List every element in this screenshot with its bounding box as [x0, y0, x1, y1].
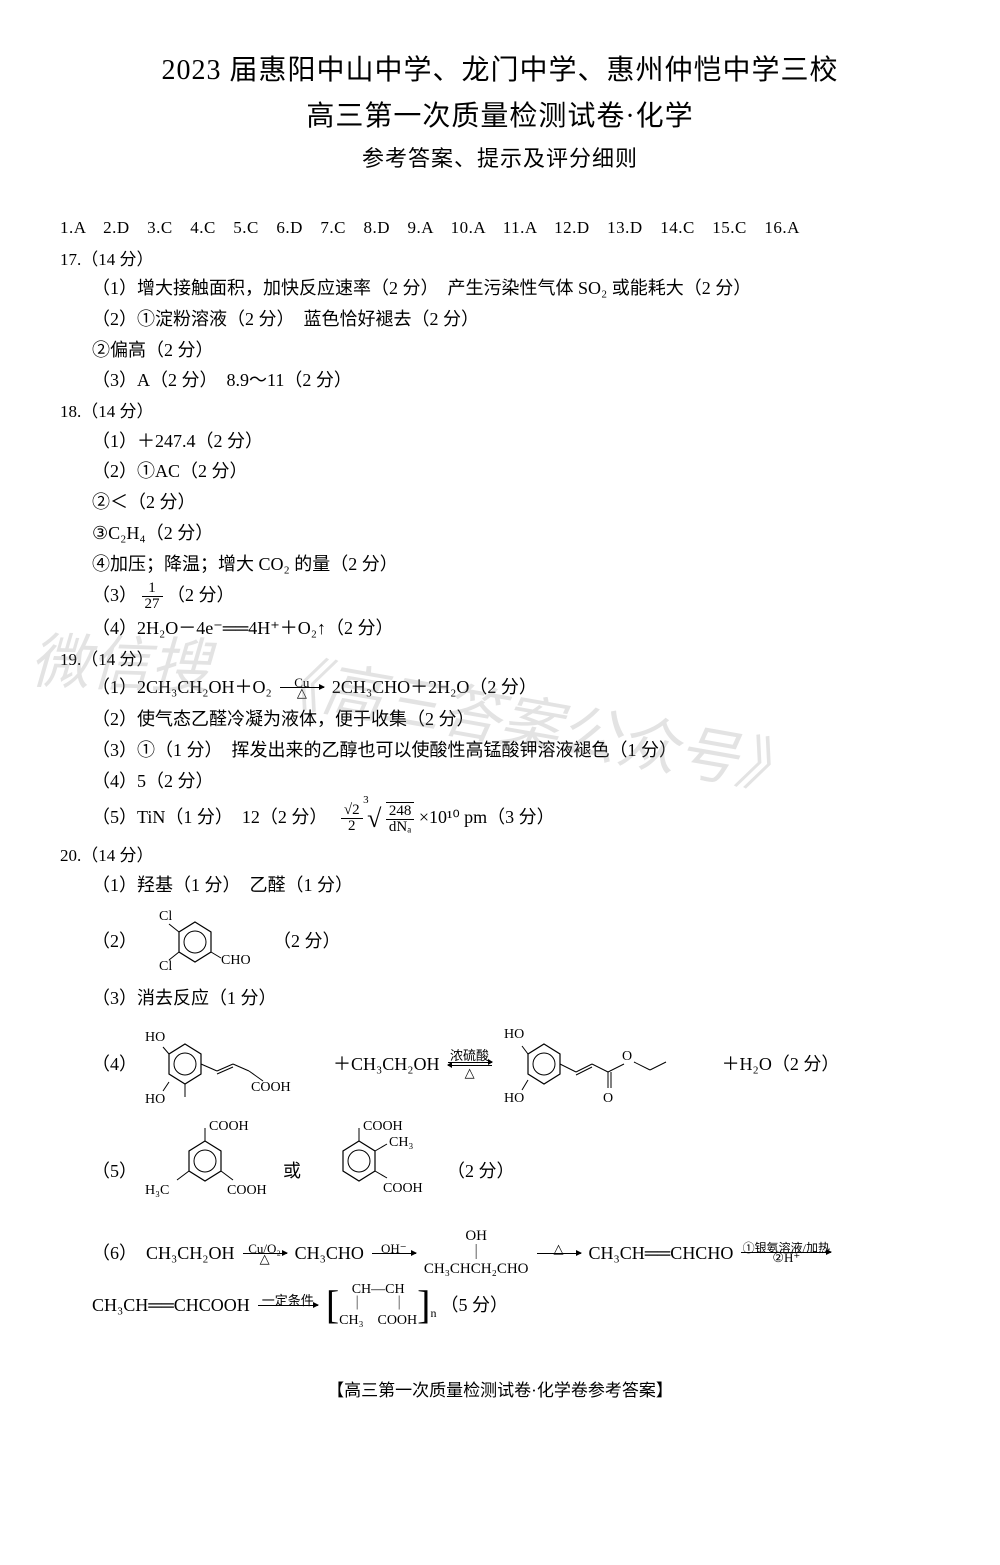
q19-sub3: （3）①（1 分） 挥发出来的乙醇也可以使酸性高锰酸钾溶液褪色（1 分）: [60, 736, 940, 765]
q18-s3-den: 27: [142, 597, 163, 612]
svg-text:COOH: COOH: [227, 1183, 267, 1198]
q20-sub6-line1: （6） CH₃CH₂OH Cu/O₂ △ CH₃CHO OH⁻ OH ｜ CH₃…: [60, 1228, 940, 1278]
q20-s6-p3-main: CH₃CHCH₂CHO: [424, 1261, 529, 1278]
svg-text:COOH: COOH: [363, 1119, 403, 1134]
q18-sub4: （4）2H₂O－4e⁻══4H⁺＋O₂↑（2 分）: [60, 614, 940, 643]
q20-s2-tail: （2 分）: [273, 928, 341, 955]
q19-s5-root-frac: 248 dNₐ: [386, 802, 415, 835]
q18-sub2b: ②＜（2 分）: [60, 488, 940, 517]
q19-s5-root-index: 3: [363, 792, 369, 810]
svg-text:HO: HO: [145, 1030, 165, 1045]
q20-s6b-polymer: [ CH—CH ｜ ｜ CH₃ COOH ] n: [326, 1282, 437, 1328]
svg-text:COOH: COOH: [383, 1181, 423, 1196]
q20-sub3: （3）消去反应（1 分）: [60, 984, 940, 1013]
q20-s4-arrow: 浓硫酸 △: [448, 1049, 492, 1079]
svg-text:O: O: [622, 1049, 632, 1064]
q17-sub2b: ②偏高（2 分）: [60, 336, 940, 365]
q17-head: 17.（14 分）: [60, 247, 940, 273]
q20-s6-label: （6） CH₃CH₂OH: [92, 1240, 235, 1267]
q20-s5-structure-a: COOH COOH H₃C: [145, 1116, 275, 1226]
svg-text:H₃C: H₃C: [145, 1183, 169, 1198]
q20-sub5: （5） COOH COOH H₃C 或 COOH CH₃ COOH （2 分）: [60, 1116, 940, 1226]
multiple-choice-answers: 1.A 2.D 3.C 4.C 5.C 6.D 7.C 8.D 9.A 10.A…: [60, 215, 940, 241]
q20-s4-below: △: [465, 1066, 475, 1079]
q20-s5-tail: （2 分）: [447, 1158, 515, 1185]
q19-head: 19.（14 分）: [60, 647, 940, 673]
q20-s2-structure: Cl Cl CHO: [145, 902, 265, 982]
q19-s5-part2: ×10¹⁰ pm（3 分）: [419, 807, 555, 827]
q18-sub1: （1）＋247.4（2 分）: [60, 427, 940, 456]
title-block: 2023 届惠阳中山中学、龙门中学、惠州仲恺中学三校 高三第一次质量检测试卷·化…: [60, 50, 940, 175]
poly-ch3: CH₃: [339, 1313, 363, 1328]
poly-cooh: COOH: [377, 1313, 417, 1328]
q18-s3-tail: （2 分）: [167, 585, 235, 605]
q19-sub2: （2）使气态乙醛冷凝为液体，便于收集（2 分）: [60, 705, 940, 734]
q20-s6-arrow1: Cu/O₂ △: [243, 1242, 287, 1265]
q18-s3-label: （3）: [92, 585, 137, 605]
q19-sub4: （4）5（2 分）: [60, 767, 940, 796]
q19-s5-frac1: √2 2: [341, 803, 363, 834]
q18-sub2d: ④加压；降温；增大 CO₂ 的量（2 分）: [60, 550, 940, 579]
svg-text:CH₃: CH₃: [389, 1135, 413, 1150]
q20-s6-p3: OH ｜ CH₃CHCH₂CHO: [424, 1228, 529, 1278]
q19-s5-root-den: dNₐ: [386, 820, 415, 835]
page-footer: 【高三第一次质量检测试卷·化学卷参考答案】: [60, 1378, 940, 1404]
q18-sub2a: （2）①AC（2 分）: [60, 457, 940, 486]
q20-s4-label: （4）: [92, 1051, 137, 1078]
q20-sub4: （4） HO HO COOH ＋CH₃CH₂OH 浓硫酸 △ HO HO: [60, 1014, 940, 1114]
q20-s4-product: HO HO O O: [504, 1014, 714, 1114]
q20-s6-arrow3: △: [537, 1242, 581, 1265]
q20-s5-label: （5）: [92, 1158, 137, 1185]
svg-text:O: O: [603, 1091, 613, 1106]
q19-sub1: （1）2CH₃CH₂OH＋O₂ Cu △ 2CH₃CHO＋2H₂O（2 分）: [60, 674, 940, 701]
svg-text:Cl: Cl: [159, 909, 172, 924]
svg-text:HO: HO: [145, 1092, 165, 1107]
q20-s5-structure-b: COOH CH₃ COOH: [309, 1116, 439, 1226]
q20-s6-p2: CH₃CHO: [295, 1240, 364, 1267]
q20-s2-label: （2）: [92, 928, 137, 955]
q20-head: 20.（14 分）: [60, 843, 940, 869]
title-line-2: 高三第一次质量检测试卷·化学: [60, 96, 940, 138]
q17-sub3: （3）A（2 分） 8.9～11（2 分）: [60, 366, 940, 395]
q20-s4-mid: ＋CH₃CH₂OH: [333, 1051, 440, 1078]
q20-s4-above: 浓硫酸: [450, 1049, 489, 1062]
q20-s6b-p1: CH₃CH══CHCOOH: [92, 1292, 250, 1319]
svg-text:Cl: Cl: [159, 959, 172, 974]
q20-s6-arrow2: OH⁻: [372, 1242, 416, 1265]
q18-sub3: （3） 1 27 （2 分）: [60, 581, 940, 612]
q20-sub1: （1）羟基（1 分） 乙醛（1 分）: [60, 871, 940, 900]
q19-s1-arrow: Cu △: [280, 676, 324, 699]
q19-sub5: （5）TiN（1 分） 12（2 分） √2 2 3 √ 248 dNₐ ×10…: [60, 798, 940, 840]
q20-s6-p4: CH₃CH══CHCHO: [589, 1240, 734, 1267]
q20-s4-reactant: HO HO COOH: [145, 1019, 325, 1109]
q19-s5-part1: （5）TiN（1 分） 12（2 分）: [92, 807, 336, 827]
q20-s5-or: 或: [283, 1158, 301, 1185]
svg-text:HO: HO: [504, 1027, 524, 1042]
q20-s6-arrow4: ①银氨溶液/加热 ②H⁺: [741, 1242, 831, 1264]
svg-text:COOH: COOH: [251, 1080, 291, 1095]
q20-sub2: （2） Cl Cl CHO （2 分）: [60, 902, 940, 982]
q19-s5-root-num: 248: [386, 804, 415, 820]
q18-s3-fraction: 1 27: [142, 581, 163, 612]
q20-s6-p3-top: OH: [465, 1228, 487, 1245]
q18-sub2c: ③C₂H₄（2 分）: [60, 519, 940, 548]
svg-text:CHO: CHO: [221, 953, 251, 968]
q19-s1-prefix: （1）2CH₃CH₂OH＋O₂: [92, 674, 272, 701]
q20-sub6-line2: CH₃CH══CHCOOH 一定条件 [ CH—CH ｜ ｜ CH₃ COOH …: [60, 1282, 940, 1328]
q18-head: 18.（14 分）: [60, 399, 940, 425]
q17-sub1: （1）增大接触面积，加快反应速率（2 分） 产生污染性气体 SO₂ 或能耗大（2…: [60, 274, 940, 303]
q20-s4-tail: ＋H₂O（2 分）: [722, 1051, 840, 1078]
svg-text:COOH: COOH: [209, 1119, 249, 1134]
svg-text:HO: HO: [504, 1091, 524, 1106]
title-line-1: 2023 届惠阳中山中学、龙门中学、惠州仲恺中学三校: [60, 50, 940, 92]
q19-s1-suffix: 2CH₃CHO＋2H₂O（2 分）: [332, 674, 537, 701]
title-line-3: 参考答案、提示及评分细则: [60, 142, 940, 175]
q17-sub2a: （2）①淀粉溶液（2 分） 蓝色恰好褪去（2 分）: [60, 305, 940, 334]
q20-s6b-tail: （5 分）: [440, 1292, 508, 1319]
q19-s5-f1n: √2: [341, 803, 363, 819]
q18-s3-num: 1: [142, 581, 163, 597]
q20-s6b-arrow: 一定条件: [258, 1294, 318, 1317]
q19-s5-f1d: 2: [341, 819, 363, 834]
